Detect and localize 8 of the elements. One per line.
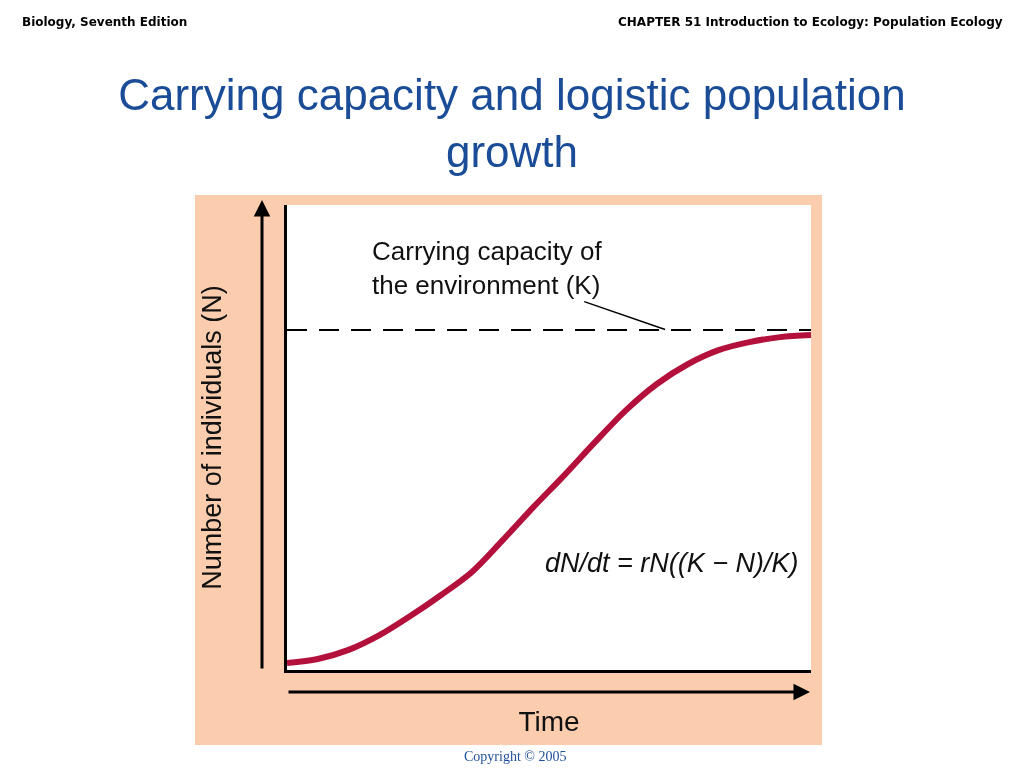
chart-title: Carrying capacity and logistic population growth (118, 70, 906, 177)
text: Biology, Seventh Edition (22, 15, 188, 29)
ref-line-label: Carrying capacity of the environment (K) (372, 236, 603, 300)
text: CHAPTER 51 Introduction to Ecology: Population Ecology (618, 15, 1003, 29)
annotation: dN/dt = rN((K − N)/K) (545, 548, 799, 578)
y-axis-title: Number of individuals (N) (197, 285, 228, 590)
text: Copyright © 2005 (464, 749, 567, 764)
x-axis-title: Time (518, 706, 580, 738)
